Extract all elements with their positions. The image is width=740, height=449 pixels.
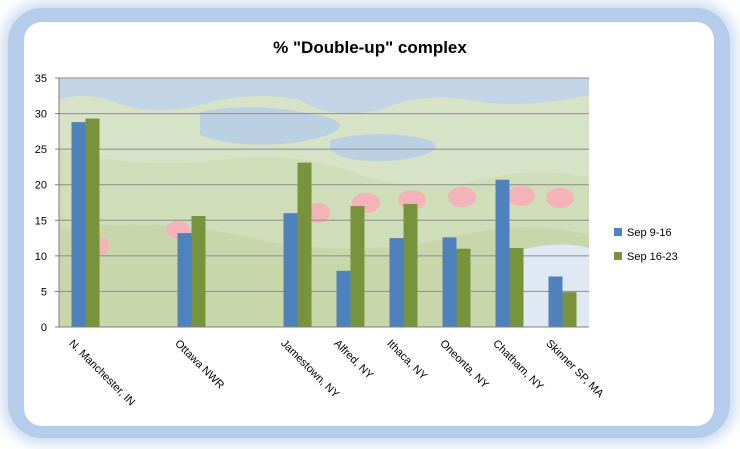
legend: Sep 9-16 Sep 16-23: [614, 227, 678, 263]
x-tick-labels: N. Manchester, IN Ottawa NWR Jamestown, NY…: [66, 338, 606, 409]
x-tick-label: Ottawa NWR: [172, 338, 226, 392]
bar-sep-9-16: [177, 233, 192, 327]
x-tick-label: Ithaca, NY: [384, 338, 429, 383]
y-tick-label: 30: [35, 109, 47, 121]
bar-sep-9-16: [336, 270, 351, 327]
y-tick-labels: 0 5 10 15 20 25 30 35: [35, 73, 47, 334]
bar-sep-9-16: [283, 213, 298, 327]
bar-sep-16-23: [191, 216, 206, 327]
bar-sep-16-23: [509, 248, 524, 327]
y-tick-label: 35: [35, 73, 47, 85]
bar-sep-16-23: [350, 206, 365, 327]
legend-label: Sep 9-16: [627, 227, 672, 239]
bar-sep-16-23: [297, 162, 312, 327]
x-tick-label: Jamestown, NY: [278, 338, 341, 401]
x-tick-label: Chatham, NY: [490, 338, 546, 394]
y-tick-label: 5: [41, 286, 47, 298]
bar-sep-9-16: [389, 238, 404, 327]
bar-sep-16-23: [85, 118, 100, 328]
bar-sep-9-16: [71, 122, 86, 327]
legend-label: Sep 16-23: [627, 251, 678, 263]
x-tick-label: N. Manchester, IN: [66, 338, 137, 409]
y-tick-label: 0: [41, 322, 47, 334]
bar-sep-16-23: [403, 203, 418, 327]
bar-sep-9-16: [495, 179, 510, 327]
bars: [71, 118, 577, 328]
legend-swatch: [614, 252, 622, 260]
chart-title: % "Double-up" complex: [273, 38, 467, 57]
legend-swatch: [614, 228, 622, 236]
bar-sep-16-23: [562, 292, 577, 327]
y-tick-label: 25: [35, 144, 47, 156]
x-tick-label: Alfred, NY: [331, 338, 375, 382]
y-tick-label: 10: [35, 251, 47, 263]
x-tick-label: Oneonta, NY: [437, 338, 491, 392]
bar-sep-9-16: [548, 276, 563, 327]
x-tick-label: Skinner SP, MA: [543, 338, 606, 401]
bar-sep-16-23: [456, 248, 471, 327]
y-tick-label: 20: [35, 180, 47, 192]
axes: [55, 77, 589, 328]
y-tick-label: 15: [35, 215, 47, 227]
bar-sep-9-16: [442, 237, 457, 327]
